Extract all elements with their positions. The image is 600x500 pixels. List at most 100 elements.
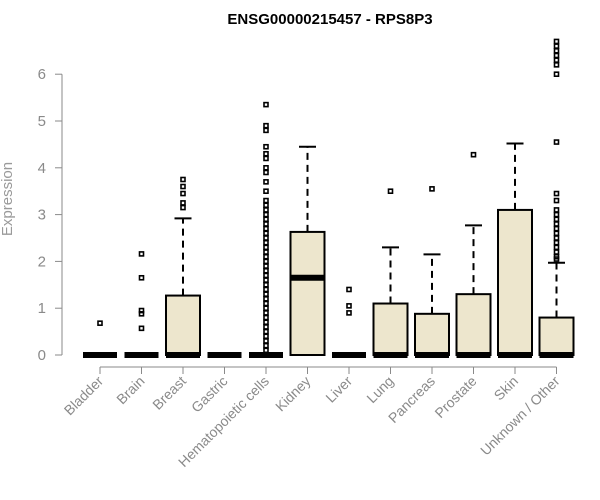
box-group [497, 142, 533, 358]
outlier-point [553, 52, 560, 59]
outlier-point [263, 286, 269, 293]
outlier-point [470, 151, 477, 158]
x-tick-label: Liver [322, 373, 355, 406]
box-group [414, 186, 450, 358]
y-tick-label: 4 [38, 160, 46, 177]
box-group [332, 286, 366, 358]
outlier-point [553, 221, 560, 227]
box-rect [372, 302, 409, 356]
y-tick-label: 1 [38, 300, 46, 317]
y-tick-label: 5 [38, 113, 46, 130]
outlier-point [180, 176, 186, 183]
outlier-point [263, 230, 269, 237]
outlier-point [263, 319, 269, 326]
x-tick-label: Prostate [431, 373, 479, 421]
outlier-point [263, 296, 269, 302]
outlier-point [387, 188, 394, 194]
box-rect [414, 312, 450, 357]
y-tick-label: 3 [38, 207, 46, 224]
outlier-point [138, 325, 145, 332]
outlier-point [263, 267, 269, 274]
outlier-point [263, 300, 269, 307]
y-tick-label: 0 [38, 347, 46, 364]
y-tick-label: 6 [38, 66, 46, 83]
outlier-point [553, 38, 560, 45]
outlier-point [138, 307, 145, 314]
outlier-point [553, 211, 560, 218]
outlier-point [263, 235, 269, 241]
box-rect [165, 294, 201, 356]
outlier-point [346, 286, 352, 293]
y-tick-label: 2 [38, 253, 46, 270]
chart-title: ENSG00000215457 - RPS8P3 [227, 11, 432, 28]
outlier-point [553, 230, 560, 237]
outlier-point [553, 235, 560, 241]
outlier-point [180, 204, 186, 211]
outlier-point [263, 202, 269, 209]
outlier-point [263, 244, 269, 251]
y-axis: 0 1 2 3 4 5 6 [38, 66, 63, 364]
outlier-point [263, 258, 269, 265]
outlier-point [263, 216, 269, 223]
outlier-point [263, 338, 269, 344]
outlier-point [553, 43, 560, 49]
outlier-point [553, 207, 560, 213]
outlier-point [263, 253, 269, 260]
outlier-point [263, 207, 269, 213]
outlier-point [553, 47, 560, 54]
outlier-point [553, 62, 560, 68]
outlier-point [263, 143, 269, 150]
outlier-point [263, 342, 269, 349]
outlier-point [553, 197, 560, 204]
outlier-point [263, 333, 269, 340]
outlier-point [553, 57, 560, 63]
box-group [124, 251, 159, 358]
y-axis-label: Expression [0, 162, 16, 236]
outlier-point [263, 314, 269, 321]
outlier-point [553, 139, 560, 145]
outlier-point [263, 169, 269, 176]
outlier-point [263, 281, 269, 288]
outlier-point [138, 274, 145, 281]
outlier-point [138, 251, 145, 257]
x-tick-label: Unknown / Other [477, 373, 563, 459]
box-group [165, 176, 201, 358]
outlier-point [263, 150, 269, 157]
outlier-point [346, 310, 352, 316]
x-tick-label: Lung [363, 373, 396, 406]
outlier-point [553, 216, 560, 223]
outlier-point [263, 188, 269, 194]
box-group [249, 101, 283, 358]
box-group [538, 38, 575, 358]
outlier-point [263, 263, 269, 269]
outlier-point [263, 225, 269, 232]
x-tick-label: Breast [149, 373, 189, 413]
outlier-point [263, 249, 269, 255]
outlier-point [263, 179, 269, 185]
outlier-point [346, 303, 352, 309]
outlier-point [263, 328, 269, 335]
outlier-point [553, 71, 560, 77]
outlier-point [263, 272, 269, 279]
x-tick-label: Kidney [272, 373, 314, 415]
outlier-point [263, 122, 269, 129]
x-tick-label: Skin [491, 373, 522, 404]
outlier-point [180, 200, 186, 206]
outlier-point [553, 190, 560, 197]
outlier-point [180, 190, 186, 197]
outlier-point [180, 183, 186, 190]
box-rect [455, 293, 492, 357]
box-group [289, 145, 326, 356]
box-rect [538, 316, 575, 356]
box-group [83, 320, 117, 358]
outlier-point [263, 291, 269, 297]
outlier-point [263, 197, 269, 204]
outlier-point [263, 211, 269, 218]
outlier-point [263, 305, 269, 312]
outlier-point [263, 101, 269, 108]
box-rect [289, 230, 326, 356]
outlier-point [263, 310, 269, 316]
outlier-point [263, 277, 269, 283]
